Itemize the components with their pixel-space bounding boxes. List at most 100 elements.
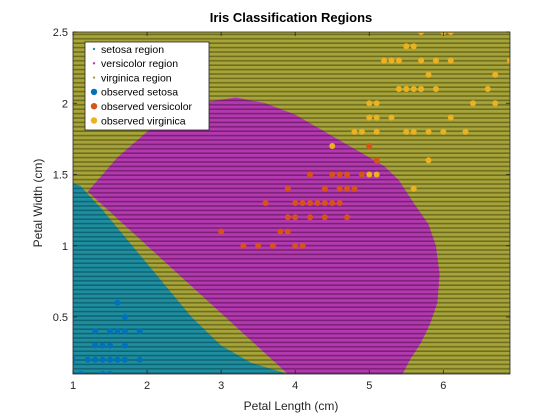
observed-setosa-point — [121, 328, 128, 335]
observed-setosa-point — [92, 328, 99, 335]
observed-virginica-point — [381, 57, 388, 64]
observed-setosa-point — [121, 356, 128, 363]
observed-setosa-point — [92, 356, 99, 363]
observed-virginica-point — [366, 100, 373, 107]
observed-setosa-point — [107, 328, 114, 335]
versicolor-region-legend-marker — [92, 62, 96, 65]
observed-setosa-point — [99, 342, 106, 349]
versicolor-region — [87, 97, 440, 374]
observed-versicolor-point — [269, 242, 276, 249]
observed-versicolor-point — [336, 171, 343, 178]
observed-virginica-point — [447, 57, 454, 64]
observed-setosa-point — [114, 328, 121, 335]
observed-virginica-point — [507, 57, 510, 64]
observed-versicolor-point — [292, 214, 299, 221]
observed-virginica-point — [418, 57, 425, 64]
observed-setosa-point — [99, 356, 106, 363]
observed-versicolor-point — [366, 143, 373, 149]
observed-virginica-point — [403, 86, 410, 92]
observed-virginica-point — [373, 171, 380, 178]
y-tick-label: 0.5 — [53, 312, 68, 324]
versicolor-region-legend-label: versicolor region — [101, 58, 178, 70]
observed-virginica-point — [469, 100, 476, 107]
observed-virginica-point — [388, 57, 395, 64]
observed-setosa-point — [99, 371, 106, 374]
observed-virginica-point — [432, 57, 439, 64]
observed-versicolor-point — [329, 171, 336, 178]
y-tick-label: 1 — [62, 241, 68, 253]
observed-virginica-point — [403, 128, 410, 135]
x-tick-label: 1 — [70, 380, 76, 392]
observed-virginica-point — [410, 128, 417, 135]
observed-versicolor-point — [321, 185, 328, 192]
observed-virginica-point — [388, 114, 395, 121]
observed-virginica-point — [484, 86, 491, 92]
observed-virginica-point — [425, 128, 432, 135]
observed-versicolor-point — [307, 171, 314, 178]
observed-setosa-point — [121, 314, 128, 320]
setosa-region-legend-marker — [92, 47, 96, 51]
x-axis: 1 2 3 4 5 6 — [70, 32, 446, 392]
observed-versicolor-point — [358, 171, 365, 178]
observed-setosa-point — [107, 342, 114, 349]
observed-versicolor-point — [321, 200, 328, 206]
observed-virginica-point — [351, 128, 358, 135]
x-tick-label: 5 — [366, 380, 372, 392]
data-points — [73, 32, 510, 374]
setosa-region-legend-label: setosa region — [101, 44, 164, 56]
observed-setosa-point — [84, 356, 91, 363]
observed-virginica-point — [329, 143, 336, 149]
observed-virginica-point — [425, 71, 432, 78]
observed-virginica-point — [425, 157, 432, 164]
observed-virginica-point — [373, 114, 380, 121]
observed-setosa-point — [136, 356, 143, 363]
y-tick-label: 1.5 — [53, 170, 68, 182]
observed-virginica-point — [366, 114, 373, 121]
x-tick-label: 4 — [292, 380, 298, 392]
setosa-region — [73, 183, 288, 374]
observed-virginica-point — [358, 128, 365, 135]
observed-virginica-point — [492, 71, 499, 78]
y-axis-label: Petal Width (cm) — [31, 159, 45, 248]
observed-setosa-point — [107, 371, 114, 374]
observed-setosa-point — [114, 299, 121, 306]
observed-virginica-point — [395, 86, 402, 92]
observed-versicolor-point — [344, 185, 351, 192]
observed-virginica-point — [403, 43, 410, 50]
observed-versicolor-point — [262, 200, 269, 206]
observed-versicolor-point — [344, 171, 351, 178]
observed-setosa-legend-label: observed setosa — [101, 87, 178, 99]
observed-versicolor-point — [314, 200, 321, 206]
observed-virginica-point — [373, 100, 380, 107]
observed-versicolor-legend-label: observed versicolor — [101, 101, 193, 113]
observed-versicolor-legend-marker — [90, 103, 98, 110]
observed-versicolor-point — [336, 185, 343, 192]
virginica-region-legend-marker — [92, 76, 96, 79]
x-tick-label: 6 — [440, 380, 446, 392]
observed-virginica-point — [447, 114, 454, 121]
x-tick-label: 3 — [218, 380, 224, 392]
x-tick-label: 2 — [144, 380, 150, 392]
virginica-region-legend-label: virginica region — [101, 72, 172, 84]
observed-virginica-point — [410, 86, 417, 92]
observed-setosa-point — [77, 371, 84, 374]
observed-setosa-point — [136, 328, 143, 335]
observed-virginica-point — [432, 86, 439, 92]
observed-virginica-point — [395, 57, 402, 64]
observed-versicolor-point — [292, 242, 299, 249]
observed-virginica-point — [410, 43, 417, 50]
observed-versicolor-point — [240, 242, 247, 249]
y-tick-label: 2 — [62, 98, 68, 110]
observed-versicolor-point — [307, 200, 314, 206]
observed-virginica-point — [447, 32, 454, 35]
observed-versicolor-point — [321, 214, 328, 221]
observed-virginica-point — [418, 86, 425, 92]
observed-versicolor-point — [351, 185, 358, 192]
axes-box — [72, 31, 511, 375]
x-axis-label: Petal Length (cm) — [244, 399, 339, 413]
observed-setosa-point — [73, 356, 76, 363]
y-tick-label: 2.5 — [53, 27, 68, 39]
observed-versicolor-point — [292, 200, 299, 206]
observed-setosa-point — [114, 356, 121, 363]
